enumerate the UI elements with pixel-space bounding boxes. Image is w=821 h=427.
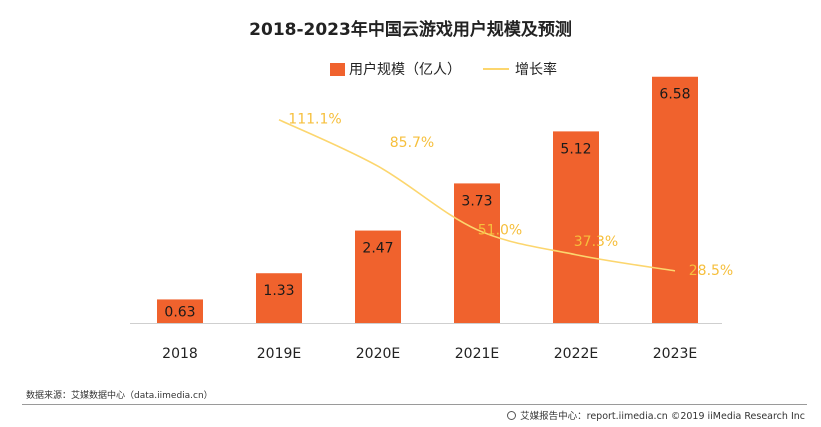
bar-value-label: 2.47 [362,241,393,257]
bar-2018 [157,299,203,323]
x-tick-label: 2019E [257,346,301,362]
bar-2019E [256,273,302,323]
source-note: 数据来源：艾媒数据中心（data.iimedia.cn） [26,391,213,401]
chart-title: 2018-2023年中国云游戏用户规模及预测 [249,20,572,40]
x-tick-label: 2018 [162,346,198,362]
x-tick-label: 2020E [356,346,400,362]
footer-text: 艾媒报告中心：report.iimedia.cn ©2019 iiMedia R… [520,411,805,422]
bar-value-label: 5.12 [560,141,591,157]
growth-rate-label: 37.3% [574,234,618,250]
growth-rate-label: 51.0% [478,223,522,239]
x-tick-label: 2022E [554,346,598,362]
chart-legend: 用户规模（亿人） 增长率 [330,59,557,79]
legend-line-label: 增长率 [515,62,557,78]
bar-value-label: 6.58 [659,87,690,103]
x-tick-label: 2023E [653,346,697,362]
bar-2020E [355,230,401,323]
bar-value-label: 1.33 [263,283,294,299]
legend-bar-swatch [330,62,345,76]
bar-2021E [454,183,500,323]
bar-2023E [652,76,698,324]
legend-line-swatch [483,68,509,70]
footer: 艾媒报告中心：report.iimedia.cn ©2019 iiMedia R… [507,408,805,422]
bar-value-label: 3.73 [461,193,492,209]
growth-rate-label: 111.1% [288,112,341,128]
x-tick-label: 2021E [455,346,499,362]
bar-value-label: 0.63 [164,304,195,320]
legend-bar-label: 用户规模（亿人） [349,62,461,78]
growth-rate-line [278,119,676,272]
growth-rate-label: 28.5% [689,263,733,279]
growth-rate-label: 85.7% [390,135,434,151]
footer-divider [22,404,807,405]
iimedia-logo-icon [507,410,517,420]
bar-2022E [553,131,599,323]
